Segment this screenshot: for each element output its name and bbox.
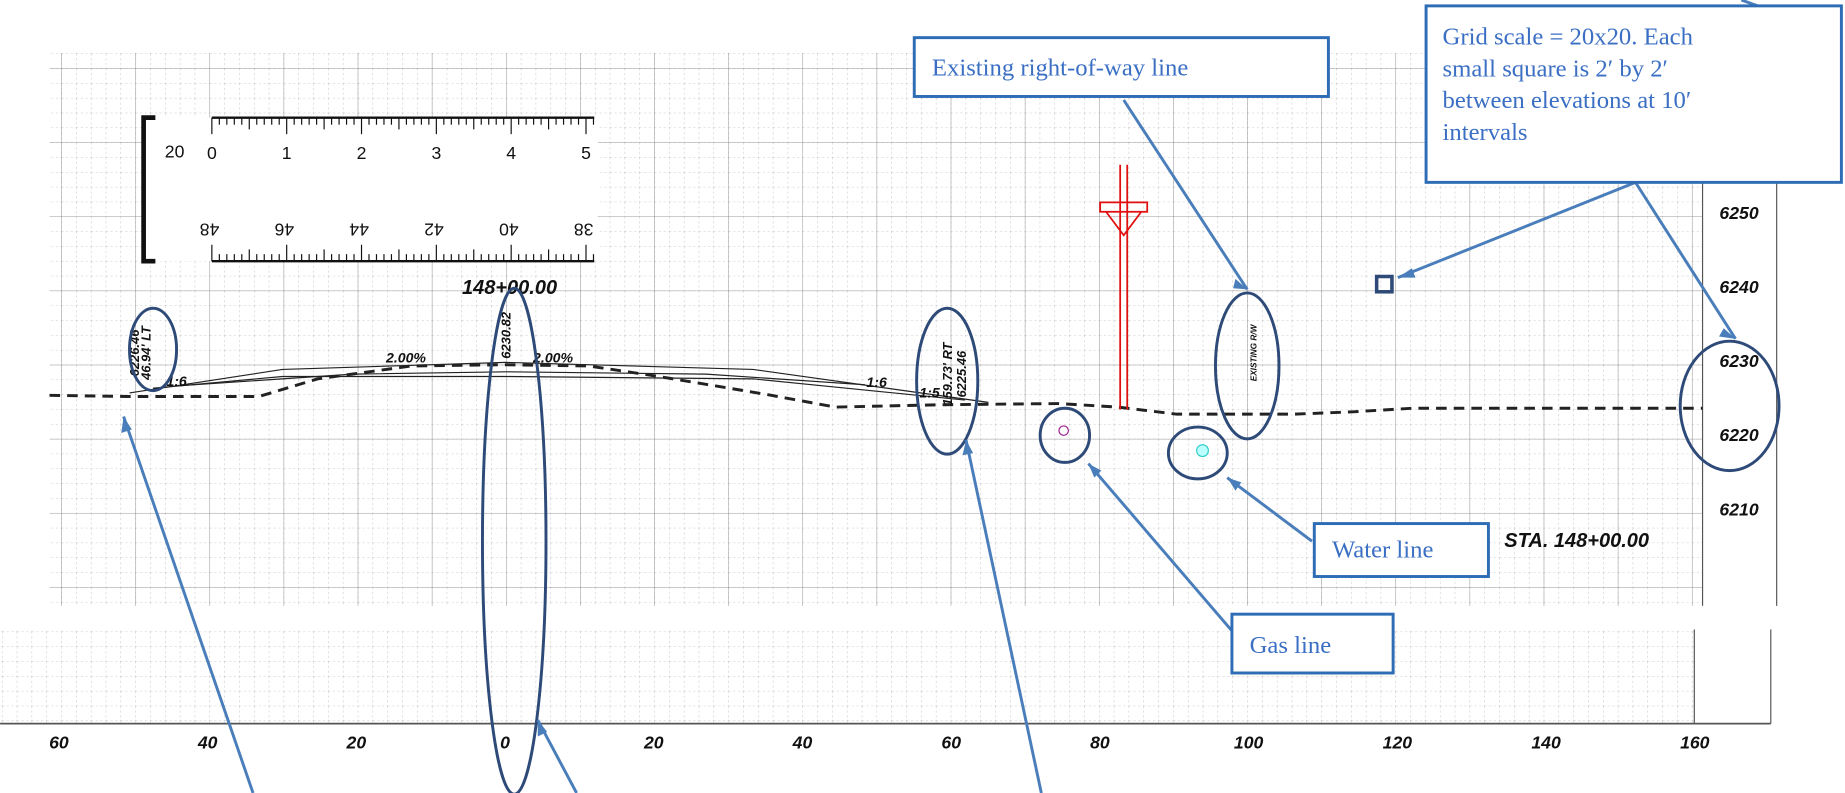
offset-label: 20 [643,732,664,752]
ruler-scale: 20 [165,142,185,162]
slope-label: 1:5 [919,385,941,401]
point-label: EXISTING R/W [1250,323,1259,381]
point-label: 159.73' RT [940,341,955,405]
station-label: STA. 148+00.00 [1504,530,1649,552]
drawing-sheet: 20 0 1 2 3 4 5 48 46 44 42 40 38 148+00.00 STA. 148+… [0,0,1845,793]
slope-label: 2.00% [532,349,573,365]
callout-text: intervals [1443,119,1528,146]
callout-text: Water line [1332,537,1434,564]
offset-label: 40 [197,732,218,752]
ruler: 20 0 1 2 3 4 5 48 46 44 42 40 38 [144,118,598,262]
callout-text: Gas line [1250,632,1332,659]
point-label: 6225.46 [954,350,969,398]
callout-text: small square is 2′ by 2′ [1443,55,1668,82]
water-symbol [1197,445,1209,457]
elevation-label: 6250 [1719,203,1758,223]
slope-label: 2.00% [385,349,426,365]
elevation-label: 6220 [1719,425,1758,445]
ruler-number: 46 [274,220,294,240]
offset-label: 160 [1680,732,1710,752]
offset-label: 120 [1383,732,1413,752]
callout-text: Grid scale = 20x20. Each [1443,24,1694,51]
offset-label: 40 [792,732,813,752]
callout-text: between elevations at 10′ [1443,87,1692,114]
ruler-number: 38 [574,220,594,240]
ruler-number: 5 [581,143,591,163]
ruler-number: 4 [506,143,516,163]
point-label: 46.94' LT [139,325,154,381]
offset-label: 0 [500,732,510,752]
offset-label: 140 [1531,732,1561,752]
elevation-label: 6240 [1719,277,1758,297]
elevation-label: 6230 [1719,351,1758,371]
point-label: 6230.82 [499,311,514,359]
ruler-number: 0 [207,143,217,163]
ruler-number: 48 [200,220,220,240]
ruler-number: 1 [282,143,292,163]
callout-text: Existing right-of-way line [932,54,1188,81]
offset-label: 80 [1090,732,1110,752]
ruler-number: 2 [357,143,367,163]
elevation-label: 6210 [1719,499,1758,519]
offset-label: 20 [346,732,367,752]
ruler-number: 40 [499,220,519,240]
ruler-number: 42 [424,220,444,240]
ruler-number: 44 [349,220,369,240]
ruler-number: 3 [431,143,441,163]
offset-label: 100 [1234,732,1264,752]
slope-label: 1:6 [866,374,887,390]
station-top: 148+00.00 [462,277,557,299]
offset-label: 60 [941,732,961,752]
offset-label: 60 [49,732,69,752]
